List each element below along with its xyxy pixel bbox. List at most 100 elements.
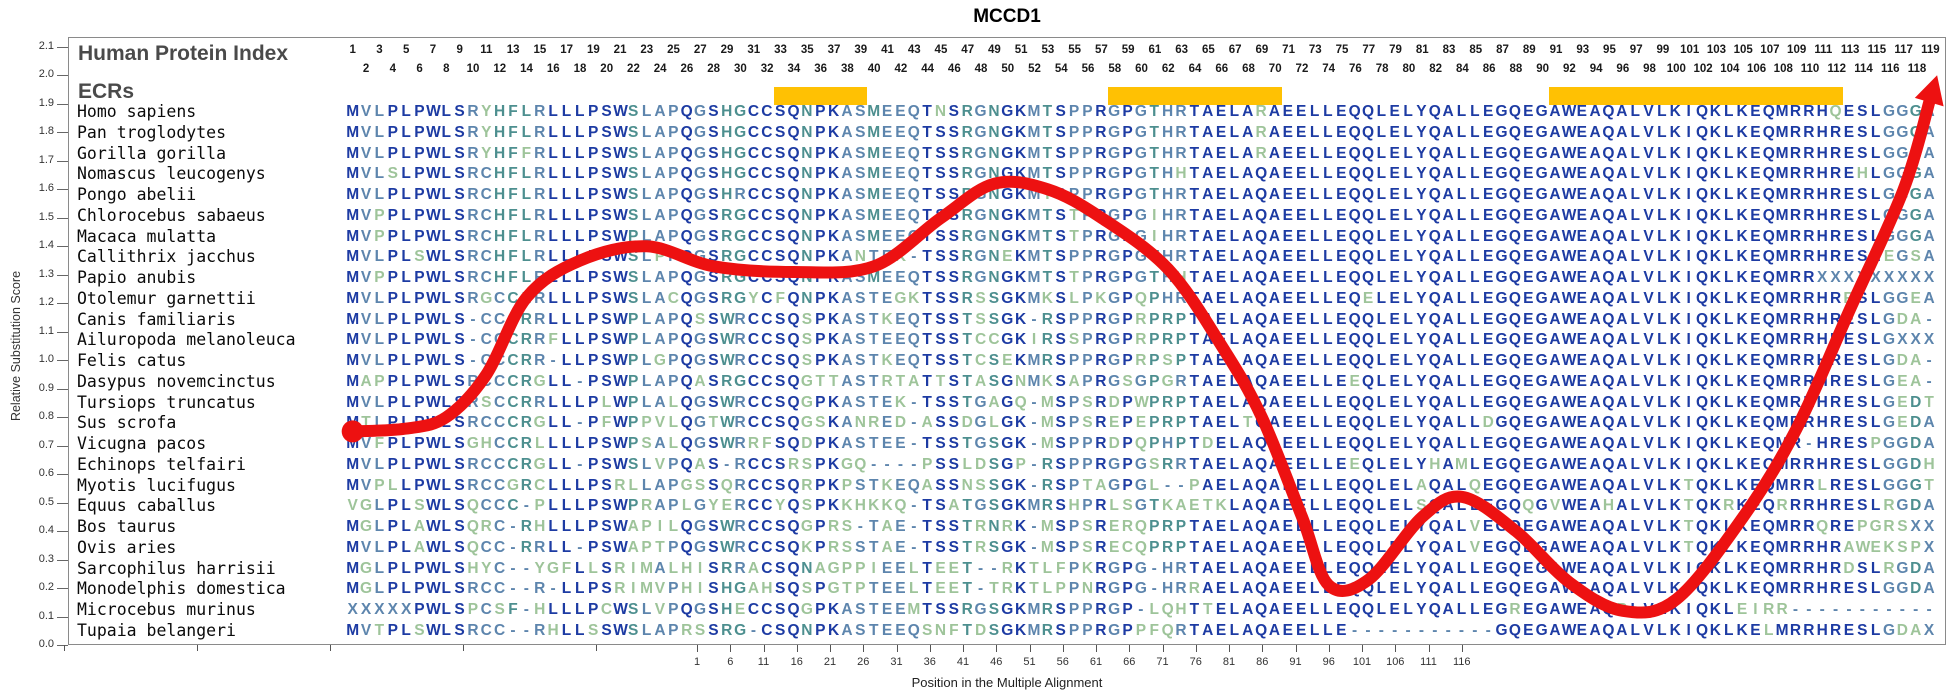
residue-cell: A <box>1910 310 1922 328</box>
residue-cell: E <box>1215 414 1227 432</box>
x-tick-mark <box>1362 645 1363 652</box>
residue-cell: E <box>1843 310 1855 328</box>
residue-cell: C <box>761 165 773 183</box>
residue-cell: R <box>974 538 987 556</box>
species-label: Otolemur garnettii <box>77 288 256 308</box>
residue-cell: L <box>374 393 385 411</box>
residue-cell: R <box>1789 310 1802 328</box>
residue-cell: G <box>1909 206 1922 224</box>
residue-cell: R <box>1829 435 1842 452</box>
residue-cell: E <box>1483 248 1494 266</box>
residue-cell: Q <box>1695 435 1708 452</box>
y-tick-mark <box>57 388 68 390</box>
residue-cell: K <box>1669 538 1681 556</box>
y-tick-mark <box>57 47 68 48</box>
residue-cell: P <box>414 455 425 473</box>
residue-cell: E <box>1215 538 1227 556</box>
residue-cell: K <box>1669 601 1681 618</box>
residue-cell: Q <box>1348 144 1361 162</box>
residue-cell: A <box>1175 497 1187 515</box>
residue-cell: A <box>1923 103 1935 120</box>
residue-cell: E <box>1843 580 1855 598</box>
residue-cell: E <box>1215 144 1227 162</box>
residue-cell: C <box>507 331 519 349</box>
residue-cell: C <box>507 352 519 369</box>
residue-cell: E <box>1296 123 1307 141</box>
residue-cell: L <box>441 393 451 411</box>
residue-cell: L <box>1630 601 1640 618</box>
residue-cell: S <box>775 476 786 494</box>
residue-cell: H <box>1816 497 1828 515</box>
residue-cell: G <box>466 435 479 452</box>
residue-cell: A <box>1242 123 1254 141</box>
y-tick-label: 1.5 <box>38 210 54 223</box>
residue-cell: H <box>1816 580 1828 598</box>
residue-cell: H <box>1162 103 1174 120</box>
residue-cell: A <box>1442 123 1454 141</box>
residue-cell: L <box>441 269 451 286</box>
residue-cell: A <box>988 393 1000 411</box>
residue-cell: Q <box>680 289 693 307</box>
residue-cell: M <box>1775 310 1789 328</box>
residue-cell: S <box>601 269 612 286</box>
residue-cell: E <box>895 559 906 577</box>
residue-cell: K <box>1709 476 1721 494</box>
residue-cell: G <box>1001 435 1014 452</box>
residue-cell: P <box>1122 435 1133 452</box>
residue-cell: L <box>575 248 585 266</box>
x-tick-label: 61 <box>1089 656 1103 668</box>
y-axis-title: Relative Substitution Score <box>9 270 23 422</box>
residue-cell: Q <box>787 497 800 515</box>
residue-cell: E <box>1336 248 1347 266</box>
residue-cell: C <box>761 331 773 349</box>
residue-cell: Q <box>1508 538 1521 556</box>
position-number: 55 <box>1068 44 1082 56</box>
residue-cell: S <box>454 248 465 266</box>
residue-cell: E <box>1296 538 1307 556</box>
residue-cell: P <box>1175 331 1187 349</box>
residue-cell: R <box>1803 165 1815 183</box>
residue-cell: M <box>1775 621 1789 639</box>
residue-cell: P <box>815 144 826 162</box>
residue-cell: S <box>601 144 612 162</box>
residue-cell: G <box>1001 269 1014 286</box>
residue-cell: L <box>521 227 532 245</box>
residue-cell: A <box>1242 206 1254 224</box>
residue-cell: E <box>1576 476 1587 494</box>
residue-cell: S <box>587 621 599 639</box>
residue-cell: G <box>1882 331 1896 349</box>
residue-cell: A <box>1442 435 1454 452</box>
residue-cell: E <box>1296 414 1307 432</box>
position-number: 62 <box>1161 63 1175 75</box>
residue-cell: A <box>1442 497 1454 515</box>
residue-cell: R <box>961 103 973 120</box>
residue-cell: H <box>1816 621 1828 639</box>
residue-cell: S <box>948 331 960 349</box>
residue-cell: A <box>1242 476 1254 494</box>
residue-cell: P <box>668 206 679 224</box>
residue-cell: H <box>854 497 866 515</box>
residue-cell: Q <box>1361 165 1375 183</box>
residue-cell: R <box>1095 186 1107 203</box>
residue-cell: T <box>922 580 932 598</box>
residue-cell: V <box>1643 435 1654 452</box>
residue-cell: L <box>1630 186 1640 203</box>
residue-cell: A <box>1589 186 1601 203</box>
residue-cell: Y <box>1416 103 1427 120</box>
residue-cell: L <box>1229 580 1240 598</box>
position-number: 105 <box>1733 44 1753 56</box>
residue-cell: K <box>1736 331 1748 349</box>
residue-cell: S <box>601 289 612 307</box>
residue-cell: G <box>1108 206 1121 224</box>
y-tick-mark <box>57 75 68 77</box>
residue-cell: C <box>480 331 492 349</box>
residue-cell: K <box>1736 414 1748 432</box>
residue-cell: L <box>441 123 451 141</box>
species-label: Tupaia belangeri <box>77 620 236 640</box>
residue-cell: C <box>761 206 773 224</box>
residue-cell: Q <box>466 538 479 556</box>
residue-cell: L <box>641 455 652 473</box>
residue-cell: P <box>1149 289 1160 307</box>
y-tick-mark <box>57 103 68 105</box>
